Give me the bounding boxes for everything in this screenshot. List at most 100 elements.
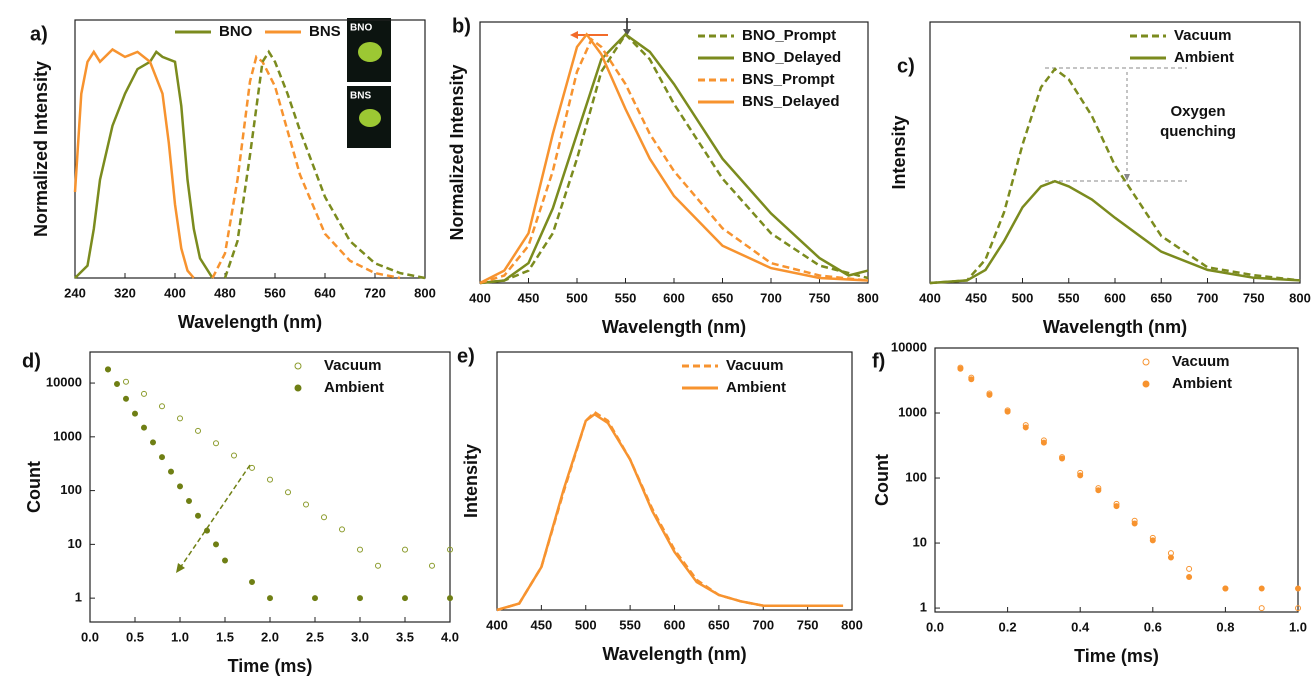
inset-glow bbox=[359, 109, 381, 127]
plot-frame bbox=[934, 347, 1299, 613]
plot-frame bbox=[89, 351, 451, 623]
series-line bbox=[479, 32, 869, 285]
data-point bbox=[267, 595, 273, 602]
data-point bbox=[1131, 520, 1138, 527]
inset-label: BNO bbox=[350, 23, 372, 34]
x-axis-title: Wavelength (nm) bbox=[178, 312, 322, 332]
panel-label: e) bbox=[457, 345, 475, 367]
x-tick-label: 240 bbox=[64, 285, 86, 300]
x-tick-label: 550 bbox=[1058, 290, 1080, 305]
data-point bbox=[312, 595, 318, 602]
x-tick-label: 400 bbox=[486, 617, 508, 632]
data-point bbox=[267, 476, 273, 483]
data-point bbox=[204, 527, 210, 534]
panel-label: c) bbox=[897, 55, 915, 77]
y-tick-label: 10 bbox=[68, 536, 82, 551]
series-line bbox=[479, 32, 869, 285]
data-point bbox=[132, 410, 138, 417]
x-tick-label: 700 bbox=[1197, 290, 1219, 305]
data-point bbox=[303, 501, 309, 508]
data-point bbox=[1295, 585, 1301, 592]
data-point bbox=[231, 452, 237, 459]
data-point bbox=[285, 489, 291, 496]
y-tick-label: 1 bbox=[75, 590, 82, 605]
series-line bbox=[74, 50, 214, 279]
data-point bbox=[339, 526, 345, 533]
y-tick-label: 1 bbox=[920, 600, 927, 615]
x-tick-label: 0.4 bbox=[1071, 619, 1090, 634]
data-point bbox=[213, 440, 219, 447]
legend-label: BNO_Prompt bbox=[742, 27, 836, 44]
x-tick-label: 720 bbox=[364, 285, 386, 300]
x-tick-label: 800 bbox=[857, 290, 879, 305]
x-tick-label: 750 bbox=[1243, 290, 1265, 305]
x-tick-label: 0.8 bbox=[1216, 619, 1234, 634]
data-point bbox=[168, 468, 174, 475]
legend-label: BNS_Prompt bbox=[742, 71, 835, 88]
panel: f) Time (ms) Count 0.0 0.2 0.4 0.6 0.8 1.0 1 10 100… bbox=[872, 339, 1307, 665]
x-tick-label: 2.0 bbox=[261, 629, 279, 644]
inset-photos: BNO BNS bbox=[347, 18, 391, 148]
panel: d) Time (ms) Count 0.0 0.5 1.0 1.5 2.0 2.5 3.0 3.5… bbox=[22, 350, 459, 675]
data-point bbox=[1149, 537, 1156, 544]
annotation: Oxygen bbox=[1170, 103, 1225, 120]
legend-marker bbox=[1142, 358, 1150, 366]
y-axis-title: Normalized Intensity bbox=[447, 64, 467, 240]
x-tick-label: 550 bbox=[615, 290, 637, 305]
x-axis-title: Wavelength (nm) bbox=[602, 644, 746, 664]
data-point bbox=[402, 595, 408, 602]
legend-label: BNO bbox=[219, 23, 253, 40]
x-tick-label: 400 bbox=[469, 290, 491, 305]
series-line bbox=[73, 47, 195, 279]
decay-arrow bbox=[176, 464, 251, 573]
y-tick-label: 10 bbox=[913, 534, 927, 549]
x-tick-label: 500 bbox=[575, 617, 597, 632]
x-tick-label: 0.6 bbox=[1144, 619, 1162, 634]
x-tick-label: 650 bbox=[712, 290, 734, 305]
data-point bbox=[1186, 574, 1193, 581]
x-axis-title: Time (ms) bbox=[1074, 646, 1159, 666]
legend-marker bbox=[294, 384, 302, 392]
series-line bbox=[479, 37, 869, 285]
legend-label: Ambient bbox=[1172, 375, 1232, 392]
arrow-head bbox=[176, 563, 185, 573]
series-line bbox=[211, 54, 401, 280]
data-point bbox=[968, 376, 975, 383]
data-point bbox=[249, 464, 255, 471]
data-point bbox=[1295, 605, 1301, 612]
arrows-b bbox=[570, 18, 631, 39]
y-axis-title: Intensity bbox=[461, 444, 481, 518]
y-tick-label: 100 bbox=[60, 482, 82, 497]
series-line bbox=[496, 410, 844, 612]
data-point bbox=[1095, 487, 1102, 494]
x-tick-label: 0.2 bbox=[999, 619, 1017, 634]
data-point bbox=[1167, 554, 1174, 561]
y-tick-label: 100 bbox=[905, 469, 927, 484]
data-point bbox=[159, 454, 165, 461]
series-line bbox=[496, 412, 844, 612]
data-point bbox=[375, 562, 381, 569]
data-point bbox=[114, 381, 120, 388]
x-tick-label: 3.0 bbox=[351, 629, 369, 644]
legend-label: BNS_Delayed bbox=[742, 93, 840, 110]
legend-marker bbox=[1142, 380, 1150, 388]
x-tick-label: 3.5 bbox=[396, 629, 414, 644]
data-point bbox=[141, 390, 147, 397]
panel-label: d) bbox=[22, 350, 41, 372]
data-point bbox=[1113, 503, 1120, 510]
data-point bbox=[402, 546, 408, 553]
data-point bbox=[1077, 472, 1084, 479]
arrow-head bbox=[1124, 174, 1130, 181]
inset-label: BNS bbox=[350, 91, 371, 102]
x-tick-label: 700 bbox=[752, 617, 774, 632]
x-tick-label: 2.5 bbox=[306, 629, 324, 644]
data-point bbox=[123, 395, 129, 402]
data-point bbox=[150, 439, 156, 446]
annotation: quenching bbox=[1160, 123, 1236, 140]
x-tick-label: 320 bbox=[114, 285, 136, 300]
x-tick-label: 650 bbox=[1150, 290, 1172, 305]
x-tick-label: 800 bbox=[414, 285, 436, 300]
data-point bbox=[1004, 408, 1011, 415]
series-line bbox=[929, 179, 1301, 285]
